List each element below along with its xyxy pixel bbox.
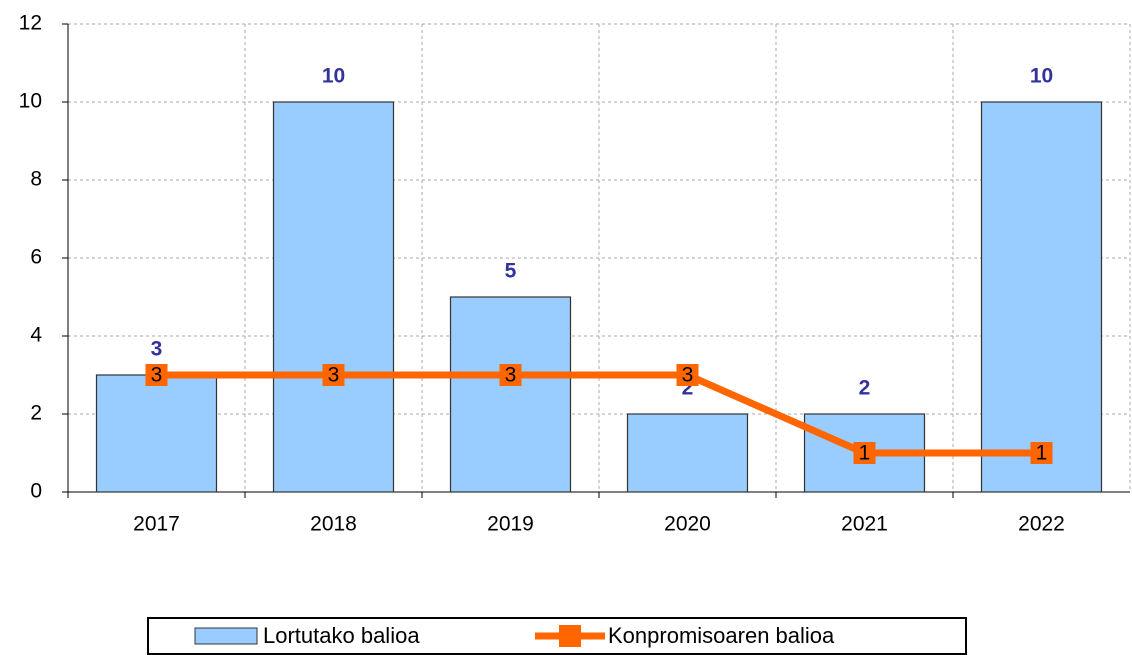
y-tick-label: 6 [30,246,42,269]
y-tick-label: 10 [19,90,42,113]
line-value-label: 3 [151,364,163,387]
bar [449,296,572,493]
bar-value-label: 10 [322,65,345,88]
line-value-label: 3 [505,364,517,387]
line-value-label: 3 [328,364,340,387]
bar [272,101,395,493]
line-marker [853,442,876,464]
line-marker [1030,442,1053,464]
bar [626,413,749,493]
x-tick-label: 2021 [841,513,888,536]
bar-value-label: 5 [505,260,517,283]
line-value-label: 3 [682,364,694,387]
bar-value-label: 3 [151,338,163,361]
y-tick-label: 4 [30,324,42,347]
x-tick-label: 2017 [133,513,180,536]
bar-value-label: 10 [1030,65,1053,88]
y-tick-label: 2 [30,402,42,425]
line-marker [499,364,522,386]
y-tick-label: 12 [19,12,42,35]
line-marker [322,364,345,386]
line-value-label: 1 [1036,442,1048,465]
x-tick-label: 2019 [487,513,534,536]
legend-swatch [194,627,258,645]
line [156,371,1042,457]
line-value-label: 1 [859,442,871,465]
legend-marker [559,625,581,647]
legend-label: Lortutako balioa [263,623,420,648]
y-tick-label: 0 [30,480,42,503]
y-tick-label: 8 [30,168,42,191]
x-tick-label: 2022 [1018,513,1065,536]
line-marker [676,364,699,386]
x-tick-label: 2018 [310,513,357,536]
bar-value-label: 2 [859,377,871,400]
bar-value-label: 2 [682,377,694,400]
legend-box [147,617,967,655]
legend-label: Konpromisoaren balioa [608,623,835,648]
x-tick-label: 2020 [664,513,711,536]
bar [980,101,1103,493]
bar [95,374,218,493]
line-marker [145,364,168,386]
